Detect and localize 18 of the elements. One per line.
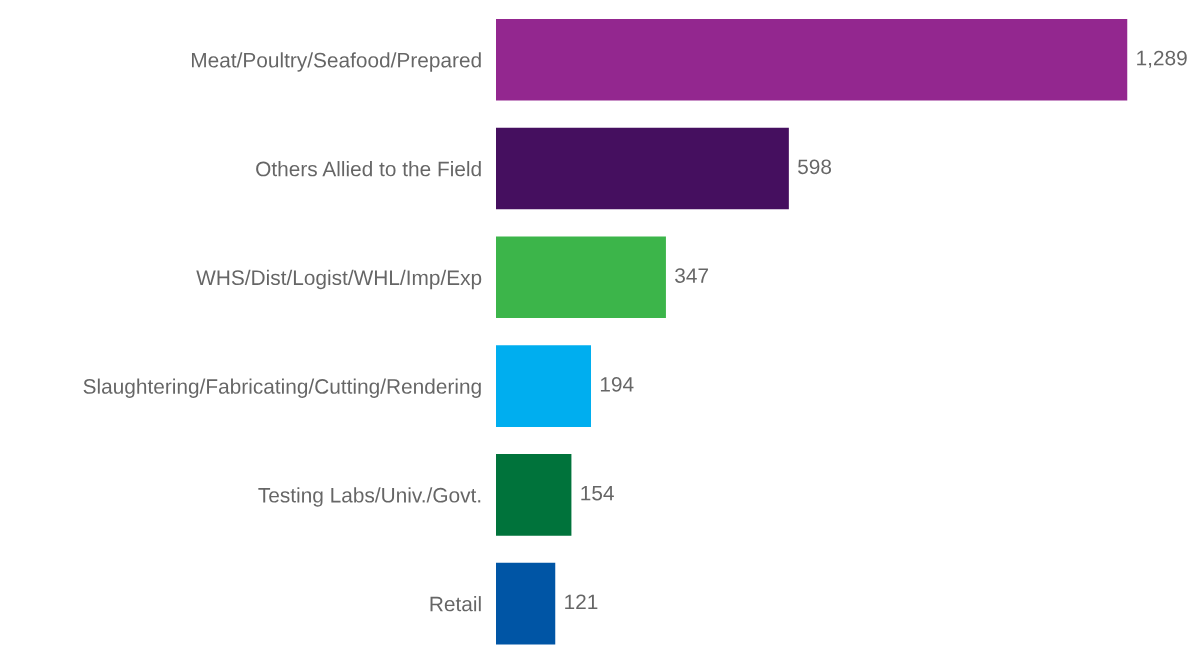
bar: [496, 454, 572, 536]
data-label: 1,289: [1137, 50, 1187, 68]
y-tick-label: WHS/Dist/Logist/WHL/Imp/Exp: [196, 269, 482, 290]
data-label: 347: [675, 268, 708, 283]
data-label: 598: [798, 159, 832, 175]
data-label: 154: [581, 485, 614, 501]
y-tick-label: Slaughtering/Fabricating/Cutting/Rendering: [83, 378, 481, 398]
y-tick-label: Testing Labs/Univ./Govt.: [258, 487, 481, 507]
bar: [496, 19, 1128, 101]
bar: [496, 236, 666, 319]
bar: [496, 345, 592, 427]
data-label: 121: [565, 594, 598, 610]
bar: [496, 127, 789, 210]
y-tick-label: Meat/Poultry/Seafood/Prepared: [192, 52, 481, 72]
bar: [496, 562, 556, 645]
y-tick-label: Others Allied to the Field: [256, 161, 481, 177]
data-label: 194: [600, 376, 634, 392]
y-tick-label: Retail: [430, 596, 481, 612]
